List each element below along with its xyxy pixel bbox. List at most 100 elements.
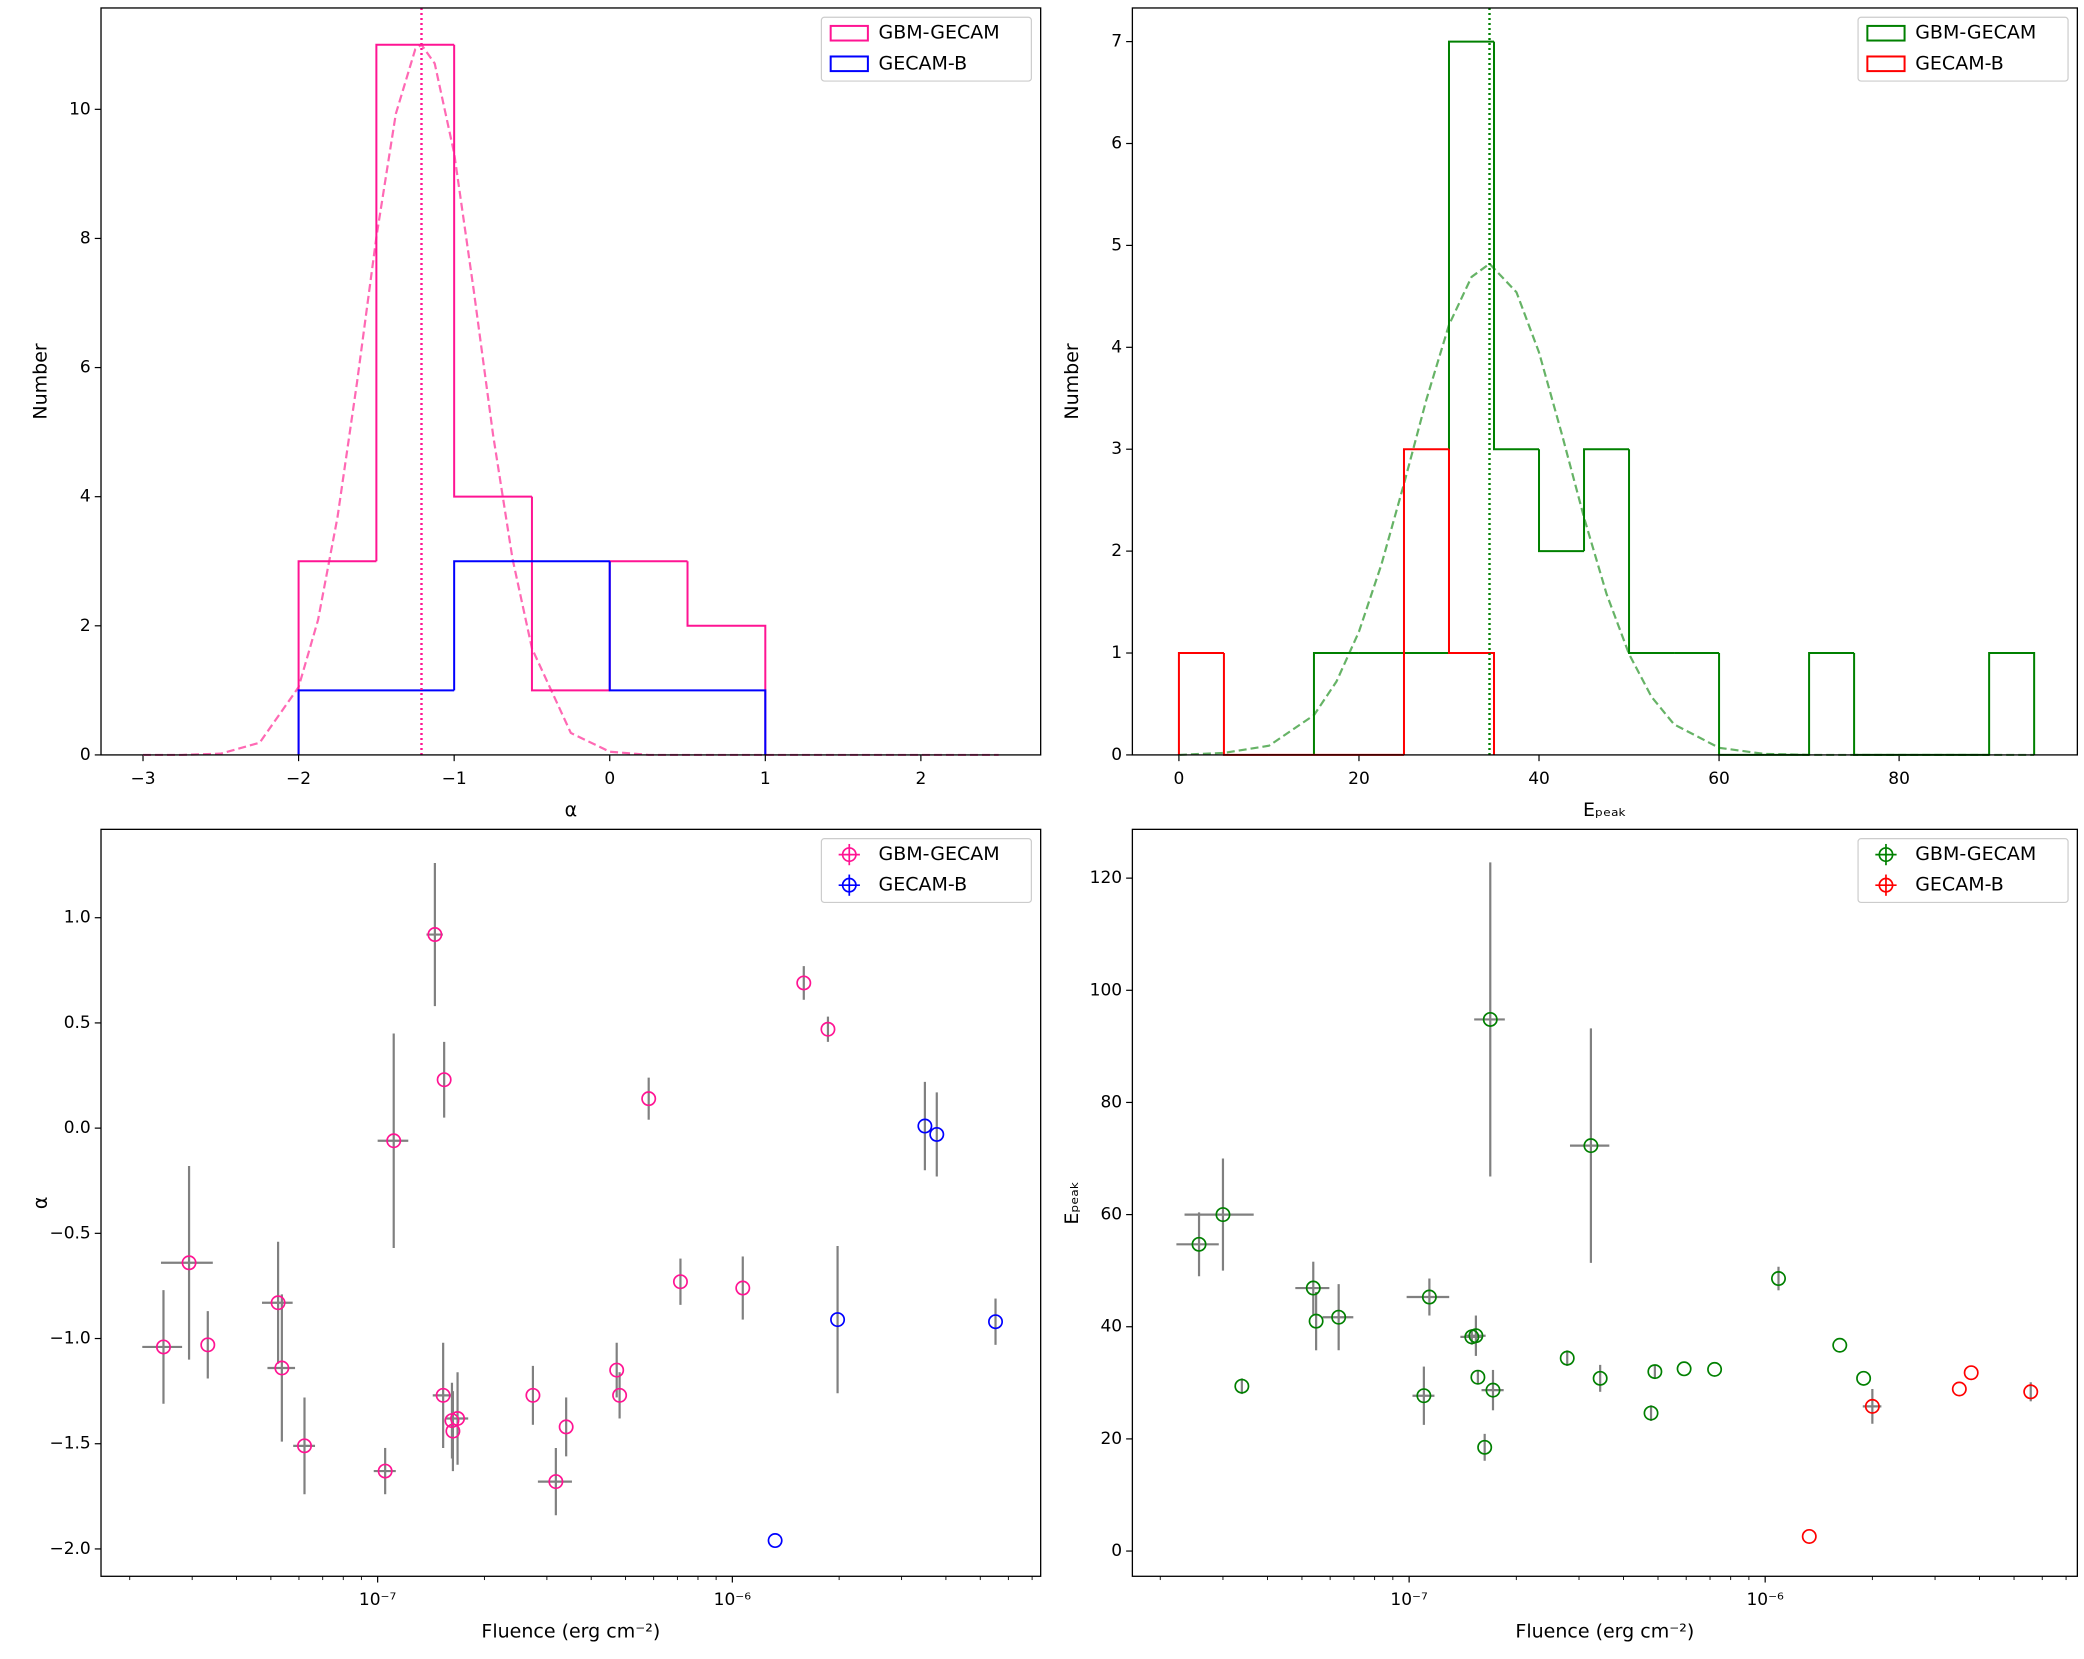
y-tick-label: 0.0 bbox=[64, 1118, 91, 1138]
y-tick-label: 4 bbox=[1111, 337, 1122, 357]
data-point bbox=[427, 927, 443, 943]
data-point bbox=[1951, 1381, 1967, 1397]
x-tick-label: 10⁻⁶ bbox=[714, 1590, 752, 1610]
data-point bbox=[1643, 1405, 1659, 1421]
data-point bbox=[1234, 1378, 1250, 1394]
data-point bbox=[181, 1255, 197, 1271]
legend-label: GECAM-B bbox=[1915, 52, 2004, 74]
x-tick-label: 0 bbox=[604, 769, 615, 789]
legend-label: GECAM-B bbox=[879, 52, 968, 74]
x-axis-label: Eₚₑₐₖ bbox=[1583, 799, 1627, 821]
x-tick-label: 10⁻⁷ bbox=[359, 1590, 397, 1610]
x-tick-label: 60 bbox=[1708, 769, 1730, 789]
x-tick-label: 2 bbox=[915, 769, 926, 789]
y-axis-label: Eₚₑₐₖ bbox=[1061, 1181, 1083, 1225]
data-point bbox=[820, 1021, 836, 1037]
data-point bbox=[1477, 1439, 1493, 1455]
histogram-bin bbox=[608, 561, 767, 755]
axes-frame bbox=[1131, 828, 2079, 1577]
histogram-bin bbox=[1402, 448, 1449, 755]
axes-frame bbox=[100, 7, 1042, 756]
y-tick-label: 1.0 bbox=[64, 908, 91, 928]
legend-swatch bbox=[829, 24, 869, 42]
histogram-bin bbox=[686, 561, 767, 755]
data-point bbox=[1331, 1309, 1347, 1325]
x-axis-label: α bbox=[565, 799, 578, 821]
histogram-bin bbox=[1312, 652, 1359, 755]
x-axis-label: Fluence (erg cm⁻²) bbox=[1515, 1620, 1694, 1642]
data-point bbox=[297, 1438, 312, 1454]
fit-curve bbox=[143, 43, 999, 757]
data-point bbox=[274, 1360, 290, 1376]
y-tick-label: 80 bbox=[1100, 1092, 1122, 1112]
data-point bbox=[1470, 1369, 1486, 1385]
data-point bbox=[641, 1091, 657, 1107]
y-axis-label: Number bbox=[30, 343, 52, 420]
y-tick-label: 0 bbox=[80, 745, 91, 765]
subplot: 0 20 40 60 80 0 1 2 3 4 5 6 7 Eₚₑₐₖ Number GBM-GECAM GEC… bbox=[1061, 7, 2079, 821]
y-tick-label: −0.5 bbox=[49, 1223, 90, 1243]
histogram-bin bbox=[1718, 653, 1765, 756]
y-tick-label: −1.5 bbox=[49, 1434, 90, 1454]
histogram-bin bbox=[1988, 652, 2036, 755]
data-point bbox=[1305, 1280, 1321, 1296]
x-tick-label: 80 bbox=[1888, 769, 1910, 789]
histogram-bin bbox=[1538, 449, 1585, 553]
y-tick-label: 10 bbox=[69, 99, 91, 119]
subplot: −3 −2 −1 0 1 2 0 2 4 6 8 10 α Number GBM-GECAM GECAM-B bbox=[30, 7, 1042, 821]
legend-label: GBM-GECAM bbox=[879, 22, 1000, 44]
x-tick-label: 20 bbox=[1348, 769, 1370, 789]
data-point bbox=[1856, 1370, 1872, 1386]
legend-swatch bbox=[829, 55, 869, 73]
data-point bbox=[377, 1463, 393, 1479]
legend-marker bbox=[841, 877, 857, 893]
x-tick-label: 40 bbox=[1528, 769, 1550, 789]
x-tick-label: −1 bbox=[442, 769, 467, 789]
x-tick-label: −2 bbox=[286, 769, 311, 789]
histogram-bin bbox=[1493, 41, 1540, 451]
legend-label: GECAM-B bbox=[879, 874, 968, 896]
y-tick-label: 1 bbox=[1111, 643, 1122, 663]
data-point bbox=[1676, 1361, 1692, 1377]
y-tick-label: 6 bbox=[1111, 134, 1122, 154]
data-point bbox=[450, 1410, 466, 1426]
histogram-bin bbox=[1628, 449, 1675, 655]
axes-frame bbox=[100, 828, 1042, 1577]
fit-curve bbox=[1178, 262, 2035, 757]
legend-box bbox=[1857, 16, 2069, 82]
y-tick-label: −2.0 bbox=[49, 1539, 90, 1559]
data-point bbox=[672, 1274, 688, 1290]
histogram-bin bbox=[1177, 652, 1224, 755]
legend-marker bbox=[1878, 847, 1894, 863]
y-tick-label: 2 bbox=[1111, 541, 1122, 561]
data-point bbox=[1592, 1370, 1608, 1386]
y-tick-label: 4 bbox=[80, 487, 91, 507]
data-point bbox=[1416, 1388, 1432, 1404]
y-tick-label: −1.0 bbox=[49, 1329, 90, 1349]
subplot: 10⁻⁷ 10⁻⁶ 0 20 40 60 80 100 120 Fluence (erg cm⁻²… bbox=[1061, 828, 2079, 1642]
data-point bbox=[1485, 1382, 1501, 1398]
data-point bbox=[1771, 1271, 1786, 1287]
histogram-bin bbox=[1447, 449, 1495, 755]
subplot: 10⁻⁷ 10⁻⁶ −2.0 −1.5 −1.0 −0.5 0.0 0.5 1.0 Fluence… bbox=[30, 828, 1042, 1642]
data-point bbox=[436, 1072, 452, 1088]
y-tick-label: 5 bbox=[1111, 235, 1122, 255]
data-point bbox=[735, 1280, 751, 1296]
data-point bbox=[917, 1118, 933, 1134]
x-tick-label: 0 bbox=[1174, 769, 1185, 789]
y-tick-label: 60 bbox=[1100, 1205, 1122, 1225]
legend-box bbox=[820, 838, 1032, 904]
data-point bbox=[1647, 1364, 1663, 1380]
y-tick-label: 40 bbox=[1100, 1317, 1122, 1337]
x-tick-label: 1 bbox=[760, 769, 771, 789]
data-point bbox=[929, 1126, 945, 1142]
histogram-bin bbox=[375, 43, 455, 562]
legend-marker bbox=[1878, 877, 1894, 893]
histogram-bin bbox=[297, 689, 455, 755]
data-point bbox=[1583, 1138, 1599, 1154]
y-tick-label: 0 bbox=[1111, 1541, 1122, 1561]
data-point bbox=[548, 1474, 564, 1490]
data-point bbox=[270, 1295, 286, 1311]
data-point bbox=[988, 1314, 1004, 1330]
